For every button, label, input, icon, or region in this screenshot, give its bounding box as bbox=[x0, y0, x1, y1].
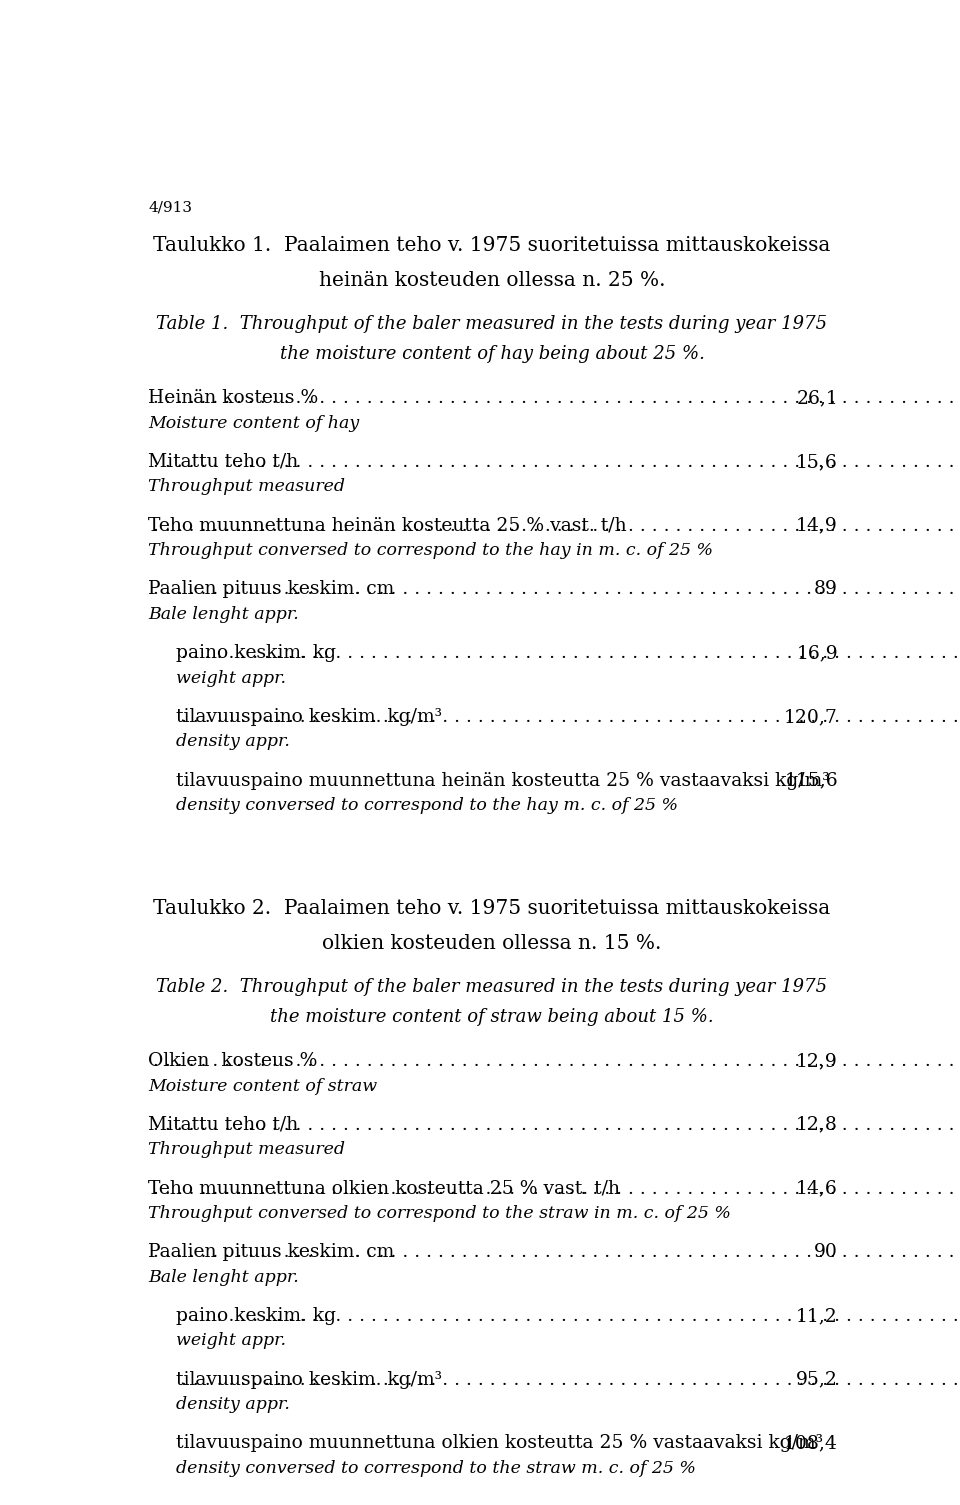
Text: 90: 90 bbox=[814, 1243, 838, 1261]
Text: Bale lenght appr.: Bale lenght appr. bbox=[148, 1269, 299, 1285]
Text: . . . . . . . . . . . . . . . . . . . . . . . . . . . . . . . . . . . . . . . . : . . . . . . . . . . . . . . . . . . . . … bbox=[153, 1052, 960, 1070]
Text: Olkien  kosteus %: Olkien kosteus % bbox=[148, 1052, 324, 1070]
Text: . . . . . . . . . . . . . . . . . . . . . . . . . . . . . . . . . . . . . . . . : . . . . . . . . . . . . . . . . . . . . … bbox=[180, 1371, 960, 1389]
Text: 120,7: 120,7 bbox=[784, 707, 838, 725]
Text: . . . . . . . . . . . . . . . . . . . . . . . . . . . . . . . . . . . . . . . . : . . . . . . . . . . . . . . . . . . . . … bbox=[153, 453, 960, 471]
Text: Teho muunnettuna olkien kosteutta 25 % vast. t/h: Teho muunnettuna olkien kosteutta 25 % v… bbox=[148, 1180, 626, 1198]
Text: Moisture content of straw: Moisture content of straw bbox=[148, 1078, 377, 1094]
Text: Teho muunnettuna heinän kosteutta 25 % vast. t/h: Teho muunnettuna heinän kosteutta 25 % v… bbox=[148, 516, 633, 534]
Text: density conversed to correspond to the straw m. c. of 25 %: density conversed to correspond to the s… bbox=[176, 1460, 696, 1476]
Text: Throughput conversed to correspond to the hay in m. c. of 25 %: Throughput conversed to correspond to th… bbox=[148, 542, 713, 560]
Text: . . . . . . . . . . . . . . . . . . . . . . . . . . . . . . . . . . . . . . . . : . . . . . . . . . . . . . . . . . . . . … bbox=[180, 1306, 960, 1324]
Text: tilavuuspaino keskim. kg/m³: tilavuuspaino keskim. kg/m³ bbox=[176, 1371, 448, 1389]
Text: 12,9: 12,9 bbox=[796, 1052, 838, 1070]
Text: . . . . . . . . . . . . . . . . . . . . . . . . . . . . . . . . . . . . . . . . : . . . . . . . . . . . . . . . . . . . . … bbox=[153, 1243, 960, 1261]
Text: Throughput measured: Throughput measured bbox=[148, 1141, 346, 1159]
Text: 14,9: 14,9 bbox=[796, 516, 838, 534]
Text: olkien kosteuden ollessa n. 15 %.: olkien kosteuden ollessa n. 15 %. bbox=[323, 935, 661, 953]
Text: 14,6: 14,6 bbox=[796, 1180, 838, 1198]
Text: density appr.: density appr. bbox=[176, 1397, 290, 1413]
Text: Mitattu teho t/h: Mitattu teho t/h bbox=[148, 1115, 304, 1133]
Text: Taulukko 2.  Paalaimen teho v. 1975 suoritetuissa mittauskokeissa: Taulukko 2. Paalaimen teho v. 1975 suori… bbox=[154, 898, 830, 918]
Text: Table 2.  Throughput of the baler measured in the tests during year 1975: Table 2. Throughput of the baler measure… bbox=[156, 978, 828, 996]
Text: 16,9: 16,9 bbox=[797, 644, 838, 662]
Text: Taulukko 1.  Paalaimen teho v. 1975 suoritetuissa mittauskokeissa: Taulukko 1. Paalaimen teho v. 1975 suori… bbox=[154, 236, 830, 256]
Text: 95,2: 95,2 bbox=[796, 1371, 838, 1389]
Text: 108,4: 108,4 bbox=[784, 1434, 838, 1452]
Text: heinän kosteuden ollessa n. 25 %.: heinän kosteuden ollessa n. 25 %. bbox=[319, 271, 665, 290]
Text: Moisture content of hay: Moisture content of hay bbox=[148, 415, 360, 432]
Text: 115,6: 115,6 bbox=[784, 772, 838, 790]
Text: . . . . . . . . . . . . . . . . . . . . . . . . . . . . . . . . . . . . . . . . : . . . . . . . . . . . . . . . . . . . . … bbox=[153, 581, 960, 599]
Text: 12,8: 12,8 bbox=[796, 1115, 838, 1133]
Text: . . . . . . . . . . . . . . . . . . . . . . . . . . . . . . . . . . . . . . . . : . . . . . . . . . . . . . . . . . . . . … bbox=[153, 516, 960, 534]
Text: paino keskim. kg: paino keskim. kg bbox=[176, 644, 342, 662]
Text: paino keskim. kg: paino keskim. kg bbox=[176, 1306, 342, 1324]
Text: . . . . . . . . . . . . . . . . . . . . . . . . . . . . . . . . . . . . . . . . : . . . . . . . . . . . . . . . . . . . . … bbox=[153, 1180, 960, 1198]
Text: 15,6: 15,6 bbox=[796, 453, 838, 471]
Text: Paalien pituus keskim. cm: Paalien pituus keskim. cm bbox=[148, 581, 400, 599]
Text: weight appr.: weight appr. bbox=[176, 670, 286, 686]
Text: . . . . . . . . . . . . . . . . . . . . . . . . . . . . . . . . . . . . . . . . : . . . . . . . . . . . . . . . . . . . . … bbox=[153, 1115, 960, 1133]
Text: Throughput measured: Throughput measured bbox=[148, 479, 346, 495]
Text: weight appr.: weight appr. bbox=[176, 1332, 286, 1350]
Text: 11,2: 11,2 bbox=[796, 1306, 838, 1324]
Text: Throughput conversed to correspond to the straw in m. c. of 25 %: Throughput conversed to correspond to th… bbox=[148, 1206, 732, 1222]
Text: . . . . . . . . . . . . . . . . . . . . . . . . . . . . . . . . . . . . . . . . : . . . . . . . . . . . . . . . . . . . . … bbox=[153, 390, 960, 408]
Text: density conversed to correspond to the hay m. c. of 25 %: density conversed to correspond to the h… bbox=[176, 798, 678, 814]
Text: 89: 89 bbox=[814, 581, 838, 599]
Text: 4/913: 4/913 bbox=[148, 200, 192, 214]
Text: Bale lenght appr.: Bale lenght appr. bbox=[148, 607, 299, 623]
Text: tilavuuspaino muunnettuna heinän kosteutta 25 % vastaavaksi kg/m³: tilavuuspaino muunnettuna heinän kosteut… bbox=[176, 772, 829, 790]
Text: . . . . . . . . . . . . . . . . . . . . . . . . . . . . . . . . . . . . . . . . : . . . . . . . . . . . . . . . . . . . . … bbox=[180, 707, 960, 725]
Text: tilavuuspaino muunnettuna olkien kosteutta 25 % vastaavaksi kg/m³: tilavuuspaino muunnettuna olkien kosteut… bbox=[176, 1434, 823, 1452]
Text: Table 1.  Throughput of the baler measured in the tests during year 1975: Table 1. Throughput of the baler measure… bbox=[156, 315, 828, 333]
Text: density appr.: density appr. bbox=[176, 733, 290, 751]
Text: the moisture content of straw being about 15 %.: the moisture content of straw being abou… bbox=[270, 1008, 714, 1026]
Text: 26,1: 26,1 bbox=[796, 390, 838, 408]
Text: Mitattu teho t/h: Mitattu teho t/h bbox=[148, 453, 304, 471]
Text: . . . . . . . . . . . . . . . . . . . . . . . . . . . . . . . . . . . . . . . . : . . . . . . . . . . . . . . . . . . . . … bbox=[180, 644, 960, 662]
Text: the moisture content of hay being about 25 %.: the moisture content of hay being about … bbox=[279, 345, 705, 363]
Text: Paalien pituus keskim. cm: Paalien pituus keskim. cm bbox=[148, 1243, 400, 1261]
Text: Heinän kosteus %: Heinän kosteus % bbox=[148, 390, 324, 408]
Text: tilavuuspaino keskim. kg/m³: tilavuuspaino keskim. kg/m³ bbox=[176, 707, 448, 725]
